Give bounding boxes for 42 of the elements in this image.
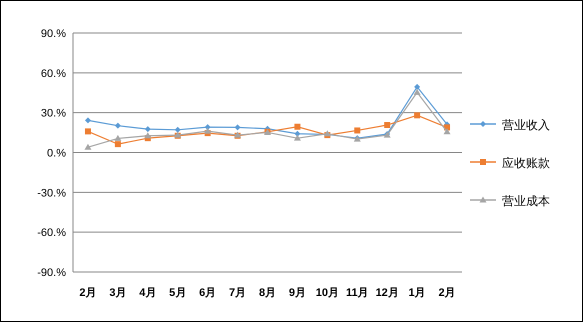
legend-label: 应收账款 xyxy=(502,156,550,170)
point xyxy=(204,128,212,134)
y-tick-label: -60.% xyxy=(37,227,66,240)
point xyxy=(414,112,420,118)
point xyxy=(294,124,300,130)
x-tick-label: 9月 xyxy=(288,287,306,299)
y-tick-label: 0.% xyxy=(47,148,66,160)
point xyxy=(234,124,241,130)
legend-label: 营业成本 xyxy=(502,194,550,208)
y-tick-label: 30.% xyxy=(40,108,66,120)
y-tick-label: -90.% xyxy=(37,267,66,279)
y-tick-label: -30.% xyxy=(37,187,66,200)
point xyxy=(174,126,181,133)
y-tick-label: 60.% xyxy=(40,68,66,80)
legend-label: 营业收入 xyxy=(502,118,550,132)
point xyxy=(114,141,121,148)
point xyxy=(294,134,301,141)
x-tick-label: 11月 xyxy=(346,287,369,299)
point xyxy=(354,127,360,134)
point xyxy=(144,132,152,138)
point xyxy=(114,134,122,141)
point xyxy=(444,128,451,134)
x-tick-label: 12月 xyxy=(376,287,399,299)
x-tick-label: 3月 xyxy=(109,287,126,299)
x-tick-label: 5月 xyxy=(169,287,186,299)
point xyxy=(384,122,390,128)
x-tick-label: 8月 xyxy=(258,287,276,299)
point xyxy=(114,122,121,129)
point xyxy=(84,117,91,124)
x-tick-label: 6月 xyxy=(199,287,216,299)
point xyxy=(414,88,421,95)
point xyxy=(84,144,92,150)
x-tick-label: 2月 xyxy=(79,287,97,299)
point xyxy=(144,126,151,132)
x-tick-label: 1月 xyxy=(408,287,426,299)
x-tick-label: 10月 xyxy=(316,287,339,299)
x-tick-label: 7月 xyxy=(229,287,246,299)
point xyxy=(414,84,420,90)
point xyxy=(84,128,91,134)
x-tick-label: 2月 xyxy=(438,287,456,299)
x-tick-label: 4月 xyxy=(139,287,156,299)
y-tick-label: 90.% xyxy=(40,28,66,40)
